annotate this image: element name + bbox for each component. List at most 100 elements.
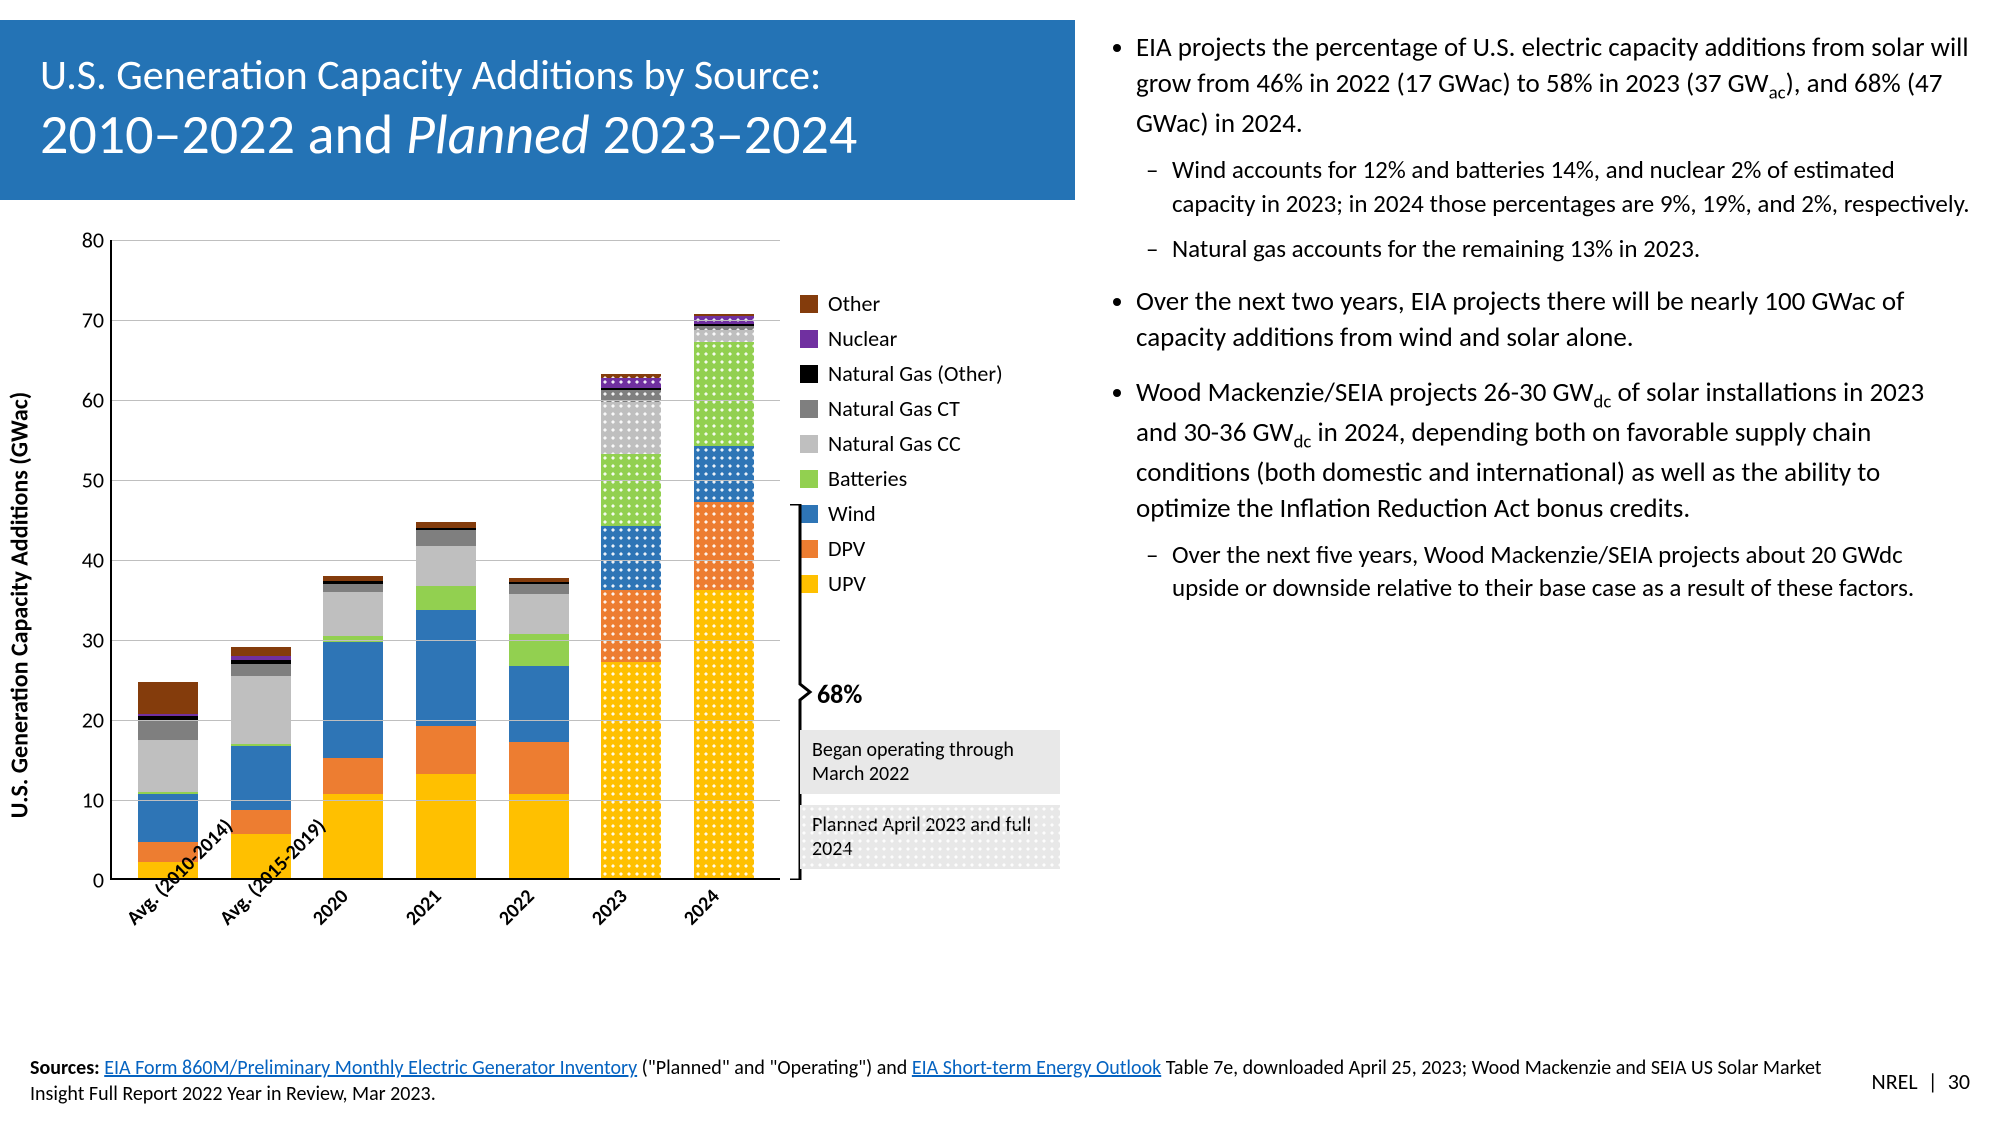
bar-segment-Batteries xyxy=(231,744,291,746)
bar-segment-Wind xyxy=(323,642,383,758)
bar-segment-NGCC xyxy=(694,330,754,342)
x-axis-labels: Avg. (2010-2014)Avg. (2015-2019)20202021… xyxy=(110,885,780,909)
gridline xyxy=(112,240,780,241)
bar-segment-NGCC xyxy=(231,676,291,744)
bar-segment-NGOther xyxy=(416,528,476,530)
title-line2: 2010–2022 and Planned 2023–2024 xyxy=(40,102,1035,169)
bar-segment-DPV xyxy=(694,502,754,590)
y-tick: 0 xyxy=(93,867,104,894)
legend-swatch-icon xyxy=(800,365,818,383)
legend-swatch-icon xyxy=(800,435,818,453)
planned-pattern-icon xyxy=(694,324,754,326)
footnote-planned-text: Planned April 2023 and full 2024 xyxy=(812,813,1031,861)
planned-pattern-icon xyxy=(694,590,754,878)
org-label: NREL xyxy=(1872,1068,1918,1095)
bar-segment-Wind xyxy=(138,794,198,842)
bar-segment-Batteries xyxy=(601,454,661,526)
legend-label: Natural Gas (Other) xyxy=(828,360,1003,387)
bullet-item: Wood Mackenzie/SEIA projects 26-30 GWdc … xyxy=(1136,375,1970,605)
bar-segment-NGCC xyxy=(416,546,476,586)
gridline xyxy=(112,640,780,641)
legend-swatch-icon xyxy=(800,295,818,313)
bar-segment-Wind xyxy=(601,526,661,590)
bar-segment-Wind xyxy=(694,446,754,502)
y-tick: 70 xyxy=(82,307,104,334)
gridline xyxy=(112,320,780,321)
bar-segment-NGCT xyxy=(231,664,291,676)
gridline xyxy=(112,800,780,801)
legend-label: Batteries xyxy=(828,465,907,492)
bar-segment-Batteries xyxy=(416,586,476,610)
legend-label: Natural Gas CC xyxy=(828,430,961,457)
bar-segment-DPV xyxy=(509,742,569,794)
title-line1: U.S. Generation Capacity Additions by So… xyxy=(40,51,1035,101)
bar-2021 xyxy=(416,522,476,878)
y-tick: 10 xyxy=(82,787,104,814)
planned-pattern-icon xyxy=(601,388,661,390)
bar-segment-UPV xyxy=(323,794,383,878)
bar-segment-UPV xyxy=(416,774,476,878)
bar-segment-Other xyxy=(601,374,661,378)
footnote-planned: Planned April 2023 and full 2024 xyxy=(800,805,1060,869)
y-tick: 80 xyxy=(82,227,104,254)
legend-item-NGCT: Natural Gas CT xyxy=(800,395,1070,422)
bar-segment-Other xyxy=(509,578,569,582)
legend-label: UPV xyxy=(828,570,866,597)
planned-pattern-icon xyxy=(601,402,661,454)
y-tick: 50 xyxy=(82,467,104,494)
legend-swatch-icon xyxy=(800,470,818,488)
legend-item-NGOther: Natural Gas (Other) xyxy=(800,360,1070,387)
bullet-item: Over the next two years, EIA projects th… xyxy=(1136,284,1970,357)
planned-pattern-icon xyxy=(694,502,754,590)
title-part-c: 2023–2024 xyxy=(590,101,858,169)
bar-segment-NGOther xyxy=(323,581,383,583)
chart-legend: Other Nuclear Natural Gas (Other) Natural G… xyxy=(800,290,1070,605)
legend-label: Nuclear xyxy=(828,325,897,352)
bar-segment-NGOther xyxy=(694,324,754,326)
bar-segment-DPV xyxy=(323,758,383,794)
bar-segment-Batteries xyxy=(323,636,383,642)
y-tick: 20 xyxy=(82,707,104,734)
bar-segment-DPV xyxy=(231,810,291,834)
bar-segment-NGCC xyxy=(601,402,661,454)
planned-pattern-icon xyxy=(601,662,661,878)
page-num-value: 30 xyxy=(1948,1068,1970,1095)
planned-pattern-icon xyxy=(694,342,754,446)
planned-pattern-icon xyxy=(694,326,754,330)
bar-segment-DPV xyxy=(601,590,661,662)
source-link-1[interactable]: EIA Form 860M/Preliminary Monthly Electr… xyxy=(104,1056,637,1080)
legend-item-UPV: UPV xyxy=(800,570,1070,597)
legend-label: Wind xyxy=(828,500,876,527)
source-link-2[interactable]: EIA Short-term Energy Outlook xyxy=(912,1056,1161,1080)
bar-segment-Other xyxy=(416,522,476,528)
bar-segment-Wind xyxy=(509,666,569,742)
legend-item-Wind: Wind xyxy=(800,500,1070,527)
legend-item-Other: Other xyxy=(800,290,1070,317)
gridline xyxy=(112,400,780,401)
page-number: NREL | 30 xyxy=(1872,1068,1970,1095)
bullet-list: EIA projects the percentage of U.S. elec… xyxy=(1100,30,1970,623)
bar-2023 xyxy=(601,374,661,878)
bar-segment-NGOther xyxy=(601,388,661,390)
sources-mid: ("Planned" and "Operating") and xyxy=(637,1056,912,1080)
sub-bullet-item: Wind accounts for 12% and batteries 14%,… xyxy=(1172,153,1970,221)
y-tick: 30 xyxy=(82,627,104,654)
bar-segment-Batteries xyxy=(509,634,569,666)
chart-plot: 01020304050607080 xyxy=(110,240,780,880)
gridline xyxy=(112,720,780,721)
planned-pattern-icon xyxy=(601,374,661,378)
bar-segment-NGCT xyxy=(416,530,476,546)
bar-segment-NGCT xyxy=(694,326,754,330)
bar-segment-DPV xyxy=(416,726,476,774)
legend-item-NGCC: Natural Gas CC xyxy=(800,430,1070,457)
planned-pattern-icon xyxy=(601,590,661,662)
title-banner: U.S. Generation Capacity Additions by So… xyxy=(0,20,1075,200)
planned-pattern-icon xyxy=(601,454,661,526)
bar-Avg. (2015-2019) xyxy=(231,647,291,878)
planned-pattern-icon xyxy=(694,330,754,342)
sub-bullet-item: Over the next five years, Wood Mackenzie… xyxy=(1172,538,1970,606)
planned-pattern-icon xyxy=(694,314,754,316)
planned-pattern-icon xyxy=(694,446,754,502)
bar-segment-UPV xyxy=(509,794,569,878)
bar-segment-Nuclear xyxy=(138,714,198,716)
